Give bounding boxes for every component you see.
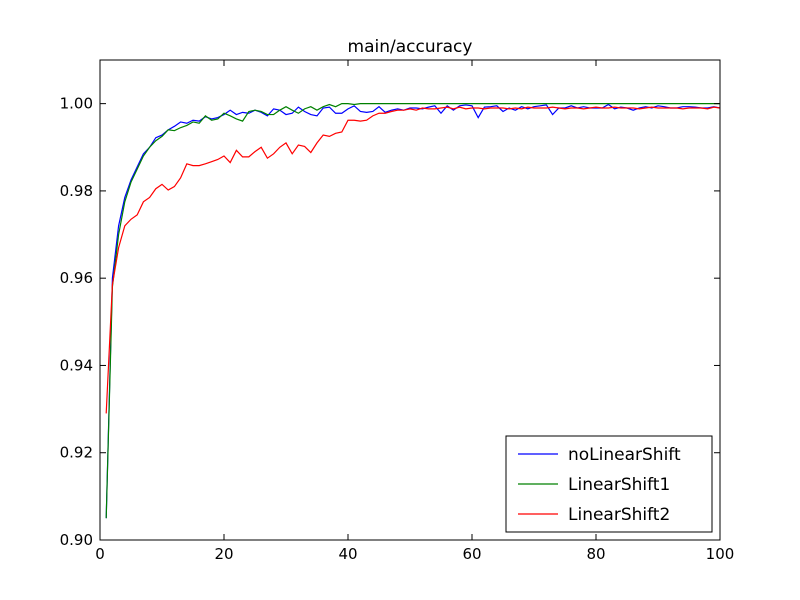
x-tick-label: 80 — [586, 545, 605, 563]
legend: noLinearShift LinearShift1 LinearShift2 — [505, 435, 713, 533]
x-tick-label: 40 — [338, 545, 357, 563]
series-line-LinearShift2 — [105, 106, 721, 414]
legend-label-LinearShift1: LinearShift1 — [568, 475, 670, 495]
y-tick-label: 1.00 — [60, 95, 93, 113]
x-tick-label: 0 — [95, 545, 105, 563]
y-tick-label: 0.90 — [60, 531, 93, 549]
y-tick-label: 0.92 — [60, 444, 93, 462]
x-tick-label: 100 — [706, 545, 735, 563]
y-tick-label: 0.98 — [60, 182, 93, 200]
y-tick-label: 0.96 — [60, 269, 93, 287]
x-tick-label: 60 — [462, 545, 481, 563]
legend-label-LinearShift2: LinearShift2 — [568, 505, 670, 525]
y-tick-label: 0.94 — [60, 356, 93, 374]
series-line-LinearShift1 — [105, 103, 720, 519]
x-tick-label: 20 — [214, 545, 233, 563]
series-layer — [105, 103, 721, 519]
plot-frame — [99, 59, 721, 541]
tick-layer: 0 20 40 60 80 100 0.90 0.92 0.94 0.96 0.98 1.00 — [60, 60, 735, 563]
legend-label-noLinearShift: noLinearShift — [568, 445, 681, 465]
chart-title: main/accuracy — [348, 37, 473, 57]
